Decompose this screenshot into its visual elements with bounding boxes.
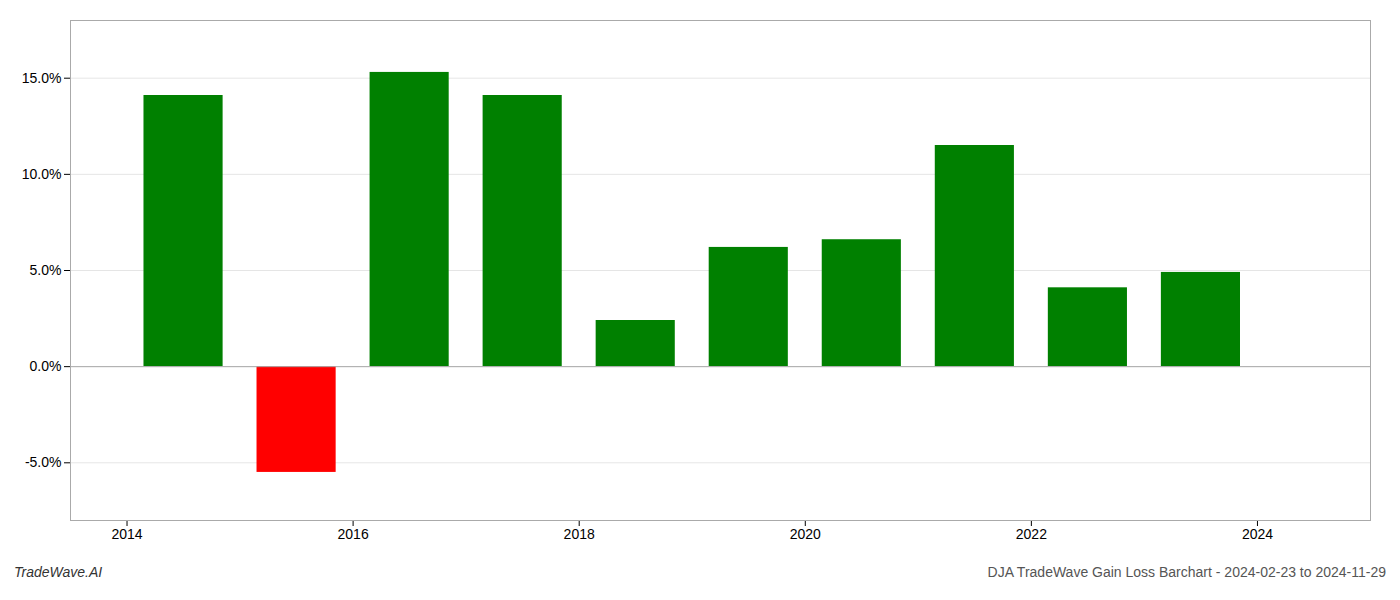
svg-text:-5.0%: -5.0% — [25, 454, 62, 470]
svg-text:2016: 2016 — [338, 526, 369, 542]
svg-text:15.0%: 15.0% — [22, 70, 62, 86]
svg-text:2024: 2024 — [1242, 526, 1273, 542]
svg-text:10.0%: 10.0% — [22, 166, 62, 182]
svg-text:2018: 2018 — [564, 526, 595, 542]
html-text:DJA TradeWave Gain Loss Barcha: DJA TradeWave Gain Loss Barchart - 2024-… — [987, 564, 1386, 580]
html-text:TradeWave.AI: TradeWave.AI — [14, 564, 103, 580]
svg-text:2014: 2014 — [111, 526, 142, 542]
svg-text:2022: 2022 — [1016, 526, 1047, 542]
svg-text:2020: 2020 — [790, 526, 821, 542]
svg-text:5.0%: 5.0% — [30, 262, 62, 278]
svg-text:0.0%: 0.0% — [30, 358, 62, 374]
